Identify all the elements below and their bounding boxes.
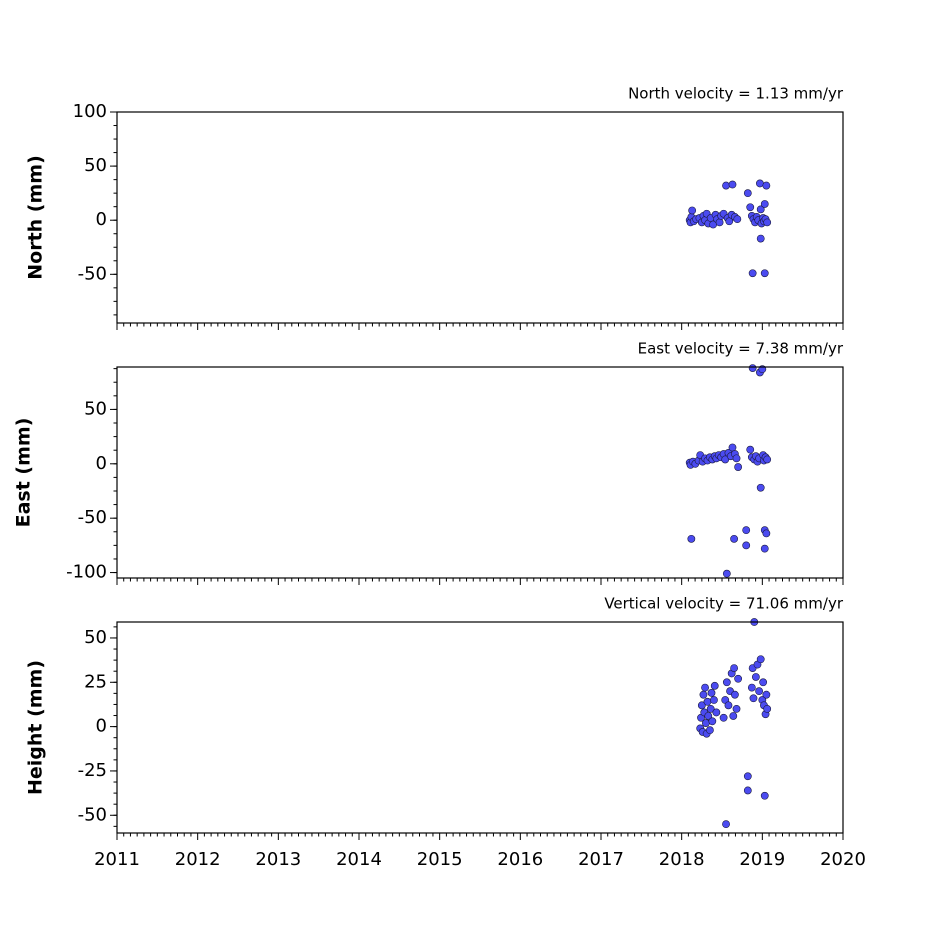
y-axis-label: Height (mm) [25,660,47,795]
point [704,712,713,720]
point [715,218,724,227]
x-tick-label: 2020 [820,849,866,870]
y-tick-label: 50 [84,398,107,419]
y-tick-label: -50 [78,507,107,528]
y-tick-label: -100 [66,562,107,583]
point [756,205,765,214]
point [706,726,714,735]
x-tick-label: 2015 [417,849,463,870]
point [701,683,709,692]
point [749,694,758,703]
point [730,664,738,673]
point [763,455,772,464]
point [760,544,769,553]
point [742,541,751,550]
point [760,269,769,278]
point [722,181,730,190]
x-tick-label: 2019 [739,849,785,870]
point [760,200,769,208]
point [734,674,743,683]
point [728,443,737,452]
y-tick-label: 25 [84,671,107,692]
point [722,820,730,829]
point [748,364,757,372]
y-tick-label: -50 [78,263,107,284]
point [732,454,741,463]
x-tick-label: 2013 [255,849,301,870]
point [743,189,752,198]
x-tick-label: 2014 [336,849,382,870]
point [756,234,765,243]
plot-frame [116,111,844,324]
point [743,772,752,781]
point [708,717,717,726]
y-tick-label: 0 [96,209,107,230]
point [732,704,741,713]
x-tick-label: 2018 [659,849,705,870]
point [710,696,718,704]
y-axis-label: East (mm) [13,418,35,528]
y-tick-label: 50 [84,627,107,648]
point [688,206,697,215]
plot-frame [116,366,844,579]
point [763,704,772,713]
point [747,683,756,692]
point [746,203,755,212]
panel-title: North velocity = 1.13 mm/yr [628,85,844,103]
x-tick-label: 2017 [578,849,624,870]
point [734,463,743,471]
point [756,179,764,188]
point [706,704,715,713]
point [697,701,706,710]
y-tick-label: -50 [78,804,107,825]
point [710,681,719,690]
point [762,181,771,190]
y-tick-label: 0 [96,716,107,737]
point [759,678,768,687]
point [699,690,708,699]
y-tick-label: 100 [73,101,107,122]
point [733,215,742,224]
panel-title: Vertical velocity = 71.06 mm/yr [604,595,844,613]
point [746,445,755,454]
point [719,713,728,722]
point [729,712,738,720]
x-tick-label: 2011 [94,849,140,870]
y-tick-label: 0 [96,453,107,474]
point [762,690,771,699]
point [742,526,751,535]
point [751,673,760,681]
point [728,180,737,189]
point [707,689,716,697]
point [703,697,712,706]
point [748,269,757,278]
y-axis-label: North (mm) [25,155,47,280]
point [755,687,764,696]
point [756,483,765,492]
point [722,569,731,578]
point [701,719,710,727]
point [687,534,696,543]
point [743,786,752,795]
point [712,708,721,717]
panel-title: East velocity = 7.38 mm/yr [638,340,844,358]
x-tick-label: 2012 [175,849,221,870]
point [730,534,738,543]
x-tick-label: 2016 [497,849,543,870]
point [722,678,731,687]
point [731,690,739,699]
y-tick-label: -25 [78,760,107,781]
plot-frame [116,621,844,834]
point [760,791,769,800]
point [756,655,765,664]
point [724,701,733,710]
point [763,218,772,227]
y-tick-label: 50 [84,155,107,176]
point [762,529,771,538]
